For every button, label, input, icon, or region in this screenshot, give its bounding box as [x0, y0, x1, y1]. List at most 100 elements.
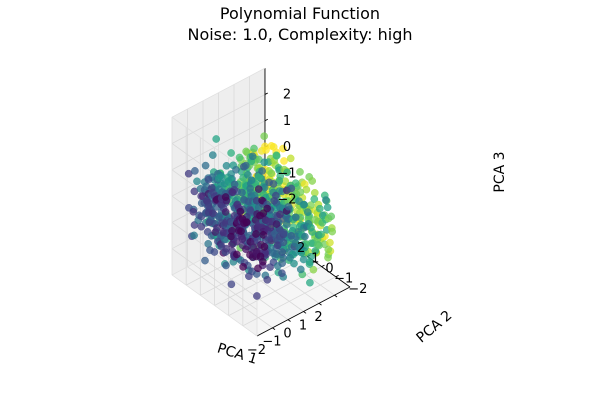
- scatter-point: [262, 146, 270, 154]
- y-tick-label: 2: [297, 241, 305, 256]
- scatter-point: [184, 169, 193, 178]
- scatter-point: [301, 232, 309, 241]
- scatter-point: [252, 230, 260, 238]
- scatter-point: [221, 208, 230, 216]
- scatter-point: [279, 228, 288, 237]
- x-tick: [318, 302, 322, 306]
- scatter-point: [307, 223, 315, 232]
- scatter-point: [306, 278, 314, 287]
- z-tick: [264, 118, 268, 122]
- scatter-point: [247, 176, 256, 184]
- scatter-point: [220, 235, 229, 244]
- scatter-point: [283, 168, 291, 177]
- scatter-point: [280, 157, 288, 165]
- scatter-point: [204, 239, 212, 248]
- scatter-point: [308, 177, 317, 185]
- x-tick: [303, 311, 307, 314]
- scatter-point: [282, 220, 291, 229]
- scatter-point: [214, 174, 223, 182]
- z-tick: [264, 92, 268, 95]
- x-tick: [334, 294, 338, 298]
- scatter-point: [208, 151, 217, 159]
- scatter-point: [260, 242, 269, 251]
- scatter-point: [237, 227, 245, 235]
- scatter-point: [241, 161, 250, 170]
- scatter-point: [303, 208, 312, 216]
- scatter-point: [266, 263, 274, 272]
- scatter-point: [248, 152, 257, 161]
- scatter-point: [315, 241, 323, 250]
- scatter-point: [253, 292, 261, 300]
- scatter-point: [190, 231, 198, 240]
- scatter-point: [258, 257, 267, 266]
- scatter-point: [326, 238, 334, 247]
- z-tick-label: 1: [283, 114, 291, 129]
- scatter-point: [242, 218, 251, 226]
- x-tick-label: 0: [283, 326, 291, 341]
- scatter-point: [212, 135, 220, 143]
- z-tick-label: 2: [283, 87, 291, 102]
- scatter-point: [227, 149, 235, 157]
- scatter-point: [227, 232, 235, 241]
- x-tick-label: 1: [299, 318, 307, 333]
- scatter-point: [317, 230, 325, 239]
- scatter-point: [310, 195, 319, 203]
- z-axis-label: PCA 3: [492, 151, 508, 192]
- x-tick-label: 2: [314, 310, 322, 325]
- scatter-point: [269, 180, 278, 188]
- scatter-point: [300, 200, 308, 209]
- scatter-point: [204, 175, 213, 184]
- scatter-point: [324, 245, 333, 254]
- scatter-point: [272, 151, 281, 160]
- scatter-point: [244, 171, 252, 179]
- scatter-point: [279, 238, 288, 247]
- scatter-point: [193, 177, 201, 186]
- scatter-point: [270, 196, 279, 205]
- scatter-point: [286, 154, 295, 163]
- scatter-point: [310, 188, 319, 197]
- scatter-point: [242, 245, 250, 253]
- x-tick: [287, 319, 291, 322]
- pane-edge: [171, 67, 266, 118]
- scatter-point: [284, 202, 293, 211]
- scatter-point: [267, 169, 276, 177]
- scatter-point: [263, 204, 272, 213]
- grid-line: [242, 276, 337, 327]
- scatter-point: [309, 265, 318, 274]
- y-tick: [335, 274, 339, 278]
- scatter-point: [287, 184, 296, 193]
- scatter-point: [201, 161, 210, 170]
- chart-title: Polynomial Function: [220, 4, 380, 23]
- scatter-point: [279, 144, 287, 153]
- scatter-point: [236, 207, 245, 216]
- scatter-point: [208, 184, 216, 192]
- scatter-point: [246, 184, 254, 193]
- grid-line: [171, 120, 266, 171]
- scatter-point: [201, 256, 209, 265]
- scatter-point: [228, 188, 236, 196]
- scatter-point: [296, 168, 304, 176]
- z-tick-label: 0: [283, 140, 291, 155]
- scatter-point: [258, 167, 266, 175]
- y-tick-label: −1: [334, 272, 353, 287]
- y-tick: [321, 264, 325, 268]
- scatter-point: [227, 280, 236, 289]
- x-tick: [272, 327, 276, 331]
- scatter-point: [221, 193, 230, 201]
- scatter-point: [296, 265, 305, 274]
- scatter-point: [286, 253, 294, 262]
- scatter-point: [260, 158, 269, 167]
- scatter-point: [307, 252, 315, 261]
- scatter-point: [272, 220, 281, 228]
- scatter-point: [260, 132, 269, 140]
- scatter-point: [254, 185, 263, 193]
- grid-line: [228, 266, 322, 317]
- scatter-point: [209, 209, 217, 218]
- scatter-point: [327, 212, 336, 221]
- y-axis-label: PCA 2: [414, 308, 456, 347]
- scatter-point: [191, 167, 199, 175]
- scatter-point: [323, 203, 332, 212]
- scatter-point: [263, 275, 272, 284]
